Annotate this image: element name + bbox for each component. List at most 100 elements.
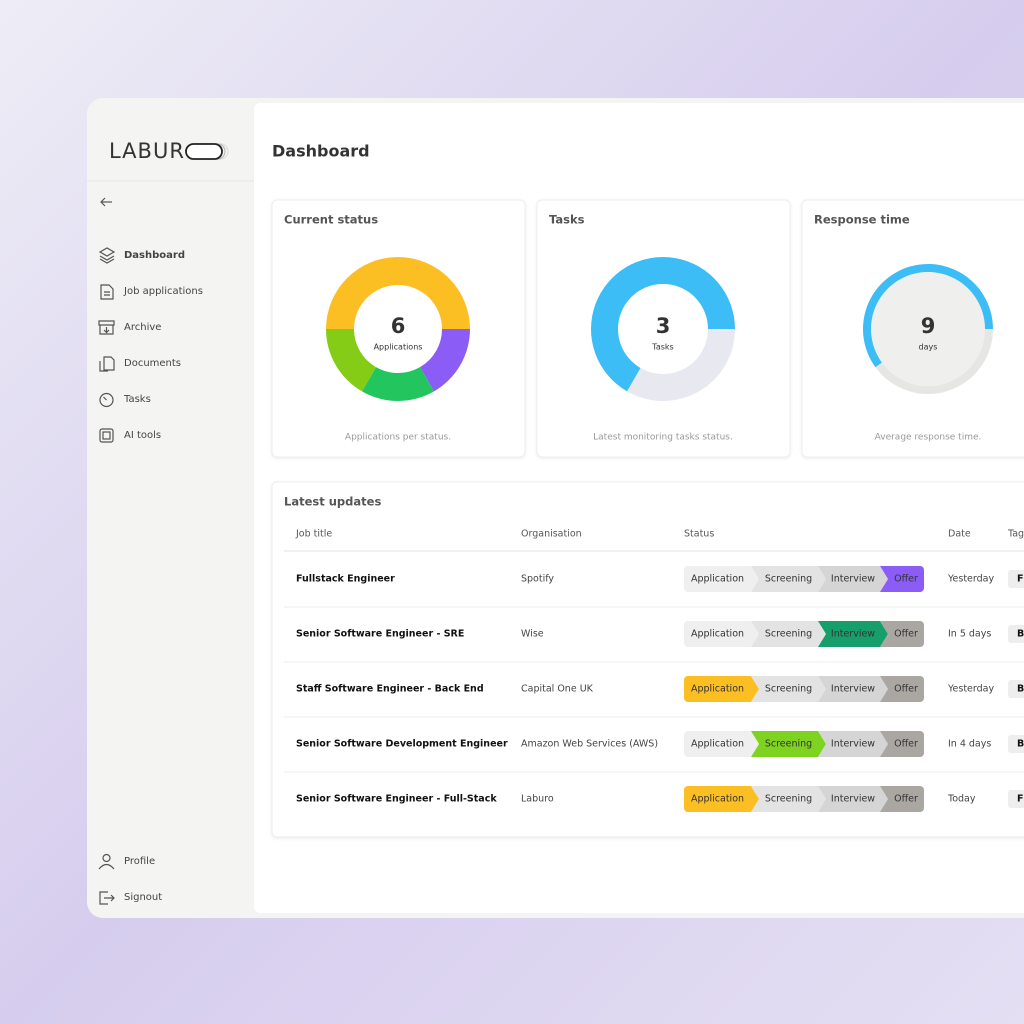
stage-label: Offer [894,574,918,585]
donut-segment [326,257,470,329]
back-arrow[interactable] [100,197,112,207]
nav-item[interactable]: Profile [124,856,155,867]
gauge-disc [871,272,985,386]
stage-chip [751,566,826,592]
status-pipeline: Application Screening Interview Offer [684,566,924,592]
donut-segment [362,367,434,401]
tag: B [1017,739,1024,750]
stage-chip [818,676,888,702]
card-title: Current status [284,213,378,227]
brand: LABUR [109,139,185,163]
logo-mark [185,143,229,160]
donut-segment [862,264,993,368]
stage-chip [880,731,924,757]
tag-chip [1008,570,1024,588]
organisation: Wise [521,629,544,640]
stage-chip [880,621,924,647]
nav-item[interactable]: Tasks [123,394,151,405]
donut-segment [420,329,470,392]
nav-item[interactable]: Signout [124,892,162,903]
date: Yesterday [947,574,994,585]
status-pipeline: Application Screening Interview Offer [684,676,924,702]
updates-title: Latest updates [284,495,381,509]
date: Yesterday [947,684,994,695]
job-title[interactable]: Staff Software Engineer - Back End [296,684,484,695]
stage-chip [751,731,826,757]
tag: F [1017,794,1024,805]
date: In 4 days [948,739,991,750]
stage-label: Interview [831,574,875,585]
tag-chip [1008,790,1024,808]
stage-label: Application [691,574,744,585]
stage-chip [684,676,759,702]
donut-segment [326,329,376,392]
job-title[interactable]: Fullstack Engineer [296,574,395,585]
organisation: Laburo [521,794,554,805]
stage-chip [684,621,759,647]
tag: B [1017,629,1024,640]
job-title[interactable]: Senior Software Development Engineer [296,739,508,750]
tag-chip [1008,735,1024,753]
nav-item[interactable]: Archive [124,322,161,333]
status-pipeline: Application Screening Interview Offer [684,731,924,757]
nav-item[interactable]: AI tools [124,430,161,441]
donut-segment [591,256,735,392]
card-caption: Latest monitoring tasks status. [593,433,733,443]
organisation: Capital One UK [521,684,594,695]
column-header: Date [948,529,971,540]
column-header: Tag [1007,529,1024,540]
stage-chip [818,566,888,592]
stage-chip [880,566,924,592]
tag: B [1017,684,1024,695]
stage-label: Interview [831,684,875,695]
stage-label: Interview [831,794,875,805]
stage-label: Application [691,684,744,695]
stage-chip [684,731,759,757]
job-title[interactable]: Senior Software Engineer - SRE [296,629,464,640]
card-title: Response time [814,213,910,227]
card [536,199,791,458]
card [271,199,526,458]
stage-chip [751,676,826,702]
stage-chip [751,786,826,812]
status-pipeline: Application Screening Interview Offer [684,621,924,647]
stage-label: Offer [894,794,918,805]
organisation: Spotify [521,574,554,585]
stage-label: Offer [894,629,918,640]
stage-label: Offer [894,684,918,695]
stage-chip [684,566,759,592]
status-pipeline: Application Screening Interview Offer [684,786,924,812]
card-caption: Applications per status. [345,433,451,443]
nav-item[interactable]: Dashboard [124,250,185,261]
date: In 5 days [948,629,991,640]
stage-label: Screening [765,684,812,695]
updates-card [271,481,1024,838]
job-title[interactable]: Senior Software Engineer - Full-Stack [296,794,497,805]
stage-chip [818,731,888,757]
stage-label: Screening [765,794,812,805]
organisation: Amazon Web Services (AWS) [521,739,658,750]
center-value: 9 [921,314,936,338]
stage-chip [818,786,888,812]
stage-label: Application [691,794,744,805]
stage-chip [880,676,924,702]
center-value: 3 [656,314,671,338]
card-title: Tasks [549,213,585,227]
nav-item[interactable]: Job applications [123,286,203,297]
tag-chip [1008,625,1024,643]
column-header: Job title [295,529,332,540]
center-unit: Tasks [651,343,673,352]
column-header: Organisation [521,529,582,540]
donut-segment [875,329,993,395]
nav-item[interactable]: Documents [124,358,181,369]
stage-label: Screening [765,739,812,750]
tag: F [1017,574,1024,585]
date: Today [947,794,976,805]
center-unit: days [919,343,938,352]
page-title: Dashboard [272,142,370,161]
nav-icons [98,247,116,905]
tag-chip [1008,680,1024,698]
card-caption: Average response time. [875,433,982,443]
stage-label: Screening [765,629,812,640]
